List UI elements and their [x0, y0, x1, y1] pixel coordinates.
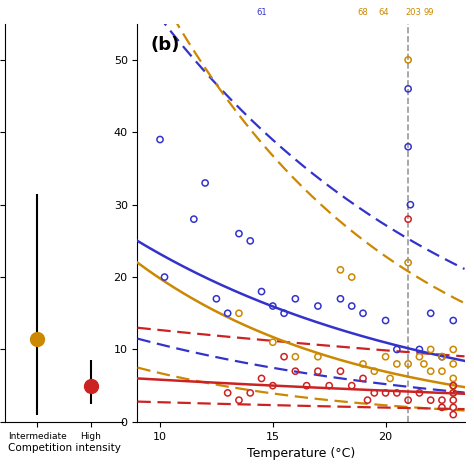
Point — [314, 353, 322, 361]
Point — [404, 360, 412, 368]
Point — [359, 374, 367, 382]
Point — [292, 353, 299, 361]
Point — [382, 353, 389, 361]
Point — [246, 237, 254, 245]
Point — [438, 396, 446, 404]
Point — [269, 338, 277, 346]
Point — [258, 374, 265, 382]
Point — [407, 201, 414, 209]
Point — [190, 215, 198, 223]
Point — [235, 310, 243, 317]
Point — [280, 353, 288, 361]
Point — [449, 403, 457, 411]
Point — [449, 382, 457, 390]
Point — [438, 367, 446, 375]
Point — [364, 396, 371, 404]
Point — [449, 389, 457, 397]
Point — [280, 310, 288, 317]
Point — [224, 310, 231, 317]
Point — [438, 403, 446, 411]
Point — [449, 317, 457, 324]
Point — [337, 367, 344, 375]
Text: (b): (b) — [151, 36, 180, 54]
Text: 64: 64 — [378, 8, 389, 17]
Point — [427, 346, 435, 353]
Text: 61: 61 — [256, 8, 267, 17]
Point — [161, 273, 168, 281]
Point — [449, 389, 457, 397]
Point — [404, 85, 412, 92]
Point — [404, 259, 412, 266]
Point — [449, 396, 457, 404]
Point — [393, 360, 401, 368]
Point — [201, 179, 209, 187]
Point — [420, 360, 428, 368]
Point — [337, 295, 344, 302]
Point — [325, 382, 333, 390]
Point — [371, 367, 378, 375]
Point — [386, 374, 394, 382]
Point — [269, 382, 277, 390]
Point — [449, 374, 457, 382]
X-axis label: Competition intensity: Competition intensity — [8, 443, 120, 453]
Point — [371, 389, 378, 397]
Point — [416, 353, 423, 361]
Point — [258, 288, 265, 295]
Point — [449, 411, 457, 419]
Point — [303, 382, 310, 390]
X-axis label: Temperature (°C): Temperature (°C) — [247, 447, 355, 460]
Point — [404, 396, 412, 404]
Point — [404, 143, 412, 151]
Point — [427, 367, 435, 375]
Point — [269, 302, 277, 310]
Point — [427, 396, 435, 404]
Point — [359, 310, 367, 317]
Point — [427, 310, 435, 317]
Point — [416, 346, 423, 353]
Point — [314, 367, 322, 375]
Point — [348, 273, 356, 281]
Point — [404, 56, 412, 64]
Point — [449, 346, 457, 353]
Point — [213, 295, 220, 302]
Point — [235, 396, 243, 404]
Point — [359, 360, 367, 368]
Point — [382, 389, 389, 397]
Point — [348, 382, 356, 390]
Text: 203: 203 — [406, 8, 422, 17]
Point — [235, 230, 243, 237]
Point — [438, 353, 446, 361]
Text: 68: 68 — [358, 8, 368, 17]
Point — [348, 302, 356, 310]
Point — [292, 367, 299, 375]
Point — [393, 346, 401, 353]
Text: 99: 99 — [423, 8, 434, 17]
Point — [438, 353, 446, 361]
Point — [337, 266, 344, 273]
Point — [416, 389, 423, 397]
Point — [314, 302, 322, 310]
Point — [292, 295, 299, 302]
Point — [382, 317, 389, 324]
Point — [449, 360, 457, 368]
Point — [156, 136, 164, 143]
Point — [224, 389, 231, 397]
Point — [246, 389, 254, 397]
Point — [404, 215, 412, 223]
Point — [449, 382, 457, 390]
Point — [393, 389, 401, 397]
